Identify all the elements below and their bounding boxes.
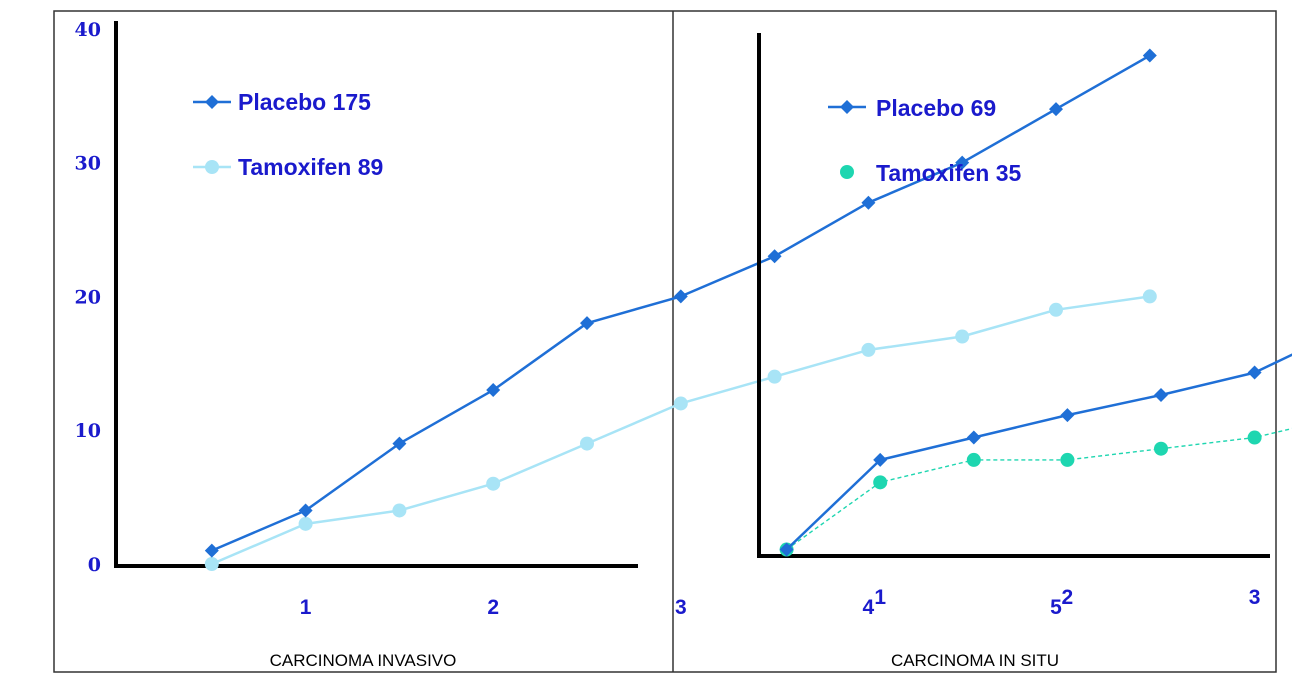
y-tick-label: 30 xyxy=(75,153,101,175)
data-point-diamond xyxy=(486,383,501,398)
series-line-placebo xyxy=(785,353,1292,551)
y-tick-label: 10 xyxy=(75,420,101,442)
series-layer xyxy=(204,48,1157,571)
x-tick-label: 5 xyxy=(1050,596,1062,619)
data-point-diamond xyxy=(767,249,782,264)
data-point-circle xyxy=(673,396,688,411)
data-point-circle xyxy=(1060,452,1075,467)
legend-marker-tamoxifen xyxy=(840,165,854,179)
data-point-diamond xyxy=(873,452,888,467)
legend-marker-placebo xyxy=(840,100,854,114)
data-point-circle xyxy=(1142,289,1157,304)
data-point-circle xyxy=(861,342,876,357)
legend-label-tamoxifen: Tamoxifen 35 xyxy=(876,160,1021,186)
panel-in-situ: 1 2 3 4 5 Placebo 69 Tamoxifen 35 CARCINOMA … xyxy=(757,33,1292,670)
x-tick-label: 1 xyxy=(874,586,886,609)
y-tick-label: 40 xyxy=(75,19,101,41)
legend-label-placebo: Placebo 69 xyxy=(876,95,996,121)
x-tick-label: 2 xyxy=(1062,586,1074,609)
series-layer xyxy=(779,353,1292,557)
data-point-diamond xyxy=(955,155,970,170)
data-point-diamond xyxy=(779,542,794,557)
legend: Placebo 69 Tamoxifen 35 xyxy=(828,95,1021,186)
panel-invasive: 0 10 20 30 40 1 2 3 4 5 Placebo 175 Tamoxifen 89… xyxy=(75,19,1157,670)
y-tick-labels: 0 10 20 30 40 xyxy=(75,19,101,576)
figure-frame xyxy=(53,10,1277,673)
data-point-circle xyxy=(298,516,313,531)
series-line-tamoxifen_insitu xyxy=(786,427,1292,551)
x-tick-label: 2 xyxy=(487,596,499,619)
data-point-diamond xyxy=(861,195,876,210)
panel-caption: CARCINOMA INVASIVO xyxy=(270,651,457,670)
data-point-diamond xyxy=(1049,102,1063,117)
data-point-diamond xyxy=(204,543,219,558)
data-point-circle xyxy=(1247,430,1262,445)
legend-label-tamoxifen: Tamoxifen 89 xyxy=(238,154,383,180)
data-point-diamond xyxy=(298,503,313,518)
data-point-circle xyxy=(966,452,981,467)
panel-caption: CARCINOMA IN SITU xyxy=(891,651,1059,670)
legend: Placebo 175 Tamoxifen 89 xyxy=(193,89,383,180)
x-tick-label: 3 xyxy=(1249,586,1261,609)
data-point-circle xyxy=(955,329,970,344)
legend-label-placebo: Placebo 175 xyxy=(238,89,371,115)
data-point-diamond xyxy=(966,430,981,445)
y-tick-label: 20 xyxy=(75,286,101,308)
x-tick-labels: 1 2 3 4 5 xyxy=(300,596,1062,619)
x-tick-label: 4 xyxy=(863,596,875,619)
data-point-diamond xyxy=(673,289,688,304)
data-point-circle xyxy=(204,557,219,571)
data-point-circle xyxy=(392,503,407,518)
data-point-diamond xyxy=(1060,408,1075,423)
x-tick-label: 3 xyxy=(675,596,687,619)
x-tick-label: 1 xyxy=(300,596,312,619)
data-point-circle xyxy=(486,476,501,491)
data-point-diamond xyxy=(580,316,594,331)
data-point-diamond xyxy=(1142,48,1157,63)
data-point-diamond xyxy=(1154,387,1168,402)
data-point-circle xyxy=(1154,441,1168,456)
data-point-circle xyxy=(1049,302,1063,317)
y-tick-label: 0 xyxy=(88,554,101,576)
legend-marker-placebo xyxy=(205,95,219,109)
data-point-diamond xyxy=(1247,365,1262,380)
legend-marker-tamoxifen xyxy=(205,160,219,174)
data-point-circle xyxy=(580,436,594,451)
data-point-circle xyxy=(873,475,888,490)
data-point-diamond xyxy=(392,436,407,451)
data-point-circle xyxy=(767,369,782,384)
